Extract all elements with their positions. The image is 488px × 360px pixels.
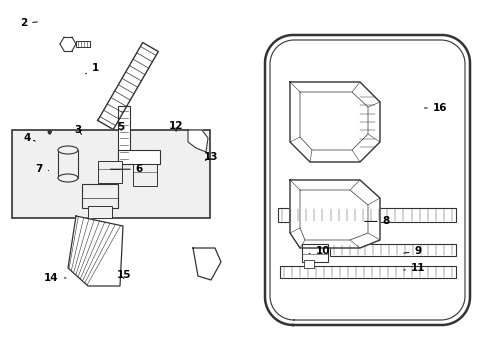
- Text: 16: 16: [424, 103, 447, 113]
- Text: 8: 8: [364, 216, 389, 226]
- Bar: [58, 150, 78, 178]
- Bar: [76, 41, 90, 47]
- Polygon shape: [187, 130, 207, 152]
- Bar: [304, 260, 313, 268]
- Polygon shape: [264, 35, 469, 325]
- Text: 15: 15: [116, 270, 131, 280]
- Bar: [133, 164, 157, 186]
- Polygon shape: [289, 82, 379, 162]
- Bar: [98, 161, 122, 183]
- Text: 3: 3: [75, 125, 81, 135]
- Text: 5: 5: [118, 122, 124, 132]
- Bar: [118, 150, 160, 164]
- Bar: [329, 244, 455, 256]
- Text: 10: 10: [308, 246, 329, 256]
- Text: 7: 7: [35, 164, 48, 174]
- Bar: [12, 130, 209, 218]
- Polygon shape: [68, 216, 123, 286]
- Text: 1: 1: [85, 63, 99, 74]
- Ellipse shape: [58, 174, 78, 182]
- Bar: [278, 208, 455, 222]
- Text: 11: 11: [403, 263, 425, 273]
- Polygon shape: [98, 42, 158, 130]
- Text: 4: 4: [23, 132, 35, 143]
- Polygon shape: [193, 248, 221, 280]
- Bar: [118, 106, 130, 164]
- Ellipse shape: [58, 146, 78, 154]
- Polygon shape: [289, 180, 379, 248]
- Bar: [88, 206, 112, 218]
- Bar: [280, 266, 455, 278]
- Text: 13: 13: [203, 152, 218, 162]
- Bar: [82, 184, 118, 208]
- Text: 9: 9: [403, 246, 421, 256]
- Text: 12: 12: [168, 121, 183, 131]
- Bar: [302, 244, 327, 262]
- Text: 14: 14: [44, 273, 66, 283]
- Text: 6: 6: [110, 164, 142, 174]
- Text: 2: 2: [20, 18, 37, 28]
